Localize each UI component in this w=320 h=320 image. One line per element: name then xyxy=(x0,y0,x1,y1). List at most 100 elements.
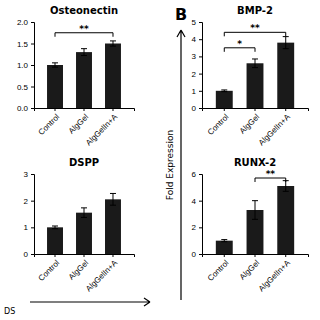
y-tick-label: 2 xyxy=(24,197,29,206)
y-tick: 0 xyxy=(192,250,202,259)
y-axis: 0123 xyxy=(24,170,35,259)
error-bar xyxy=(283,181,289,192)
x-tick-mark xyxy=(255,254,256,257)
error-bar xyxy=(283,37,289,49)
y-tick-label: 3 xyxy=(192,52,197,61)
panel: 012345ControlAlgGelAlgGelIn+ABMP-2*** xyxy=(192,5,309,148)
y-tick-label: 0.5 xyxy=(17,83,29,92)
y-tick-label: 2 xyxy=(192,70,197,79)
y-axis: 0.0 0.5 1.0 1.5 2.0 xyxy=(17,18,35,113)
error-bar xyxy=(110,193,116,205)
x-axis: ControlAlgGelAlgGelIn+A xyxy=(35,108,135,148)
y-tick-mark xyxy=(199,56,202,57)
x-tick-label: Control xyxy=(37,112,62,137)
x-tick-mark xyxy=(255,108,256,111)
y-axis: 0 2 4 6 xyxy=(192,170,203,259)
y-axis-line xyxy=(199,175,203,255)
x-axis: Control AlgGelAlgGelIn+A xyxy=(203,108,309,148)
y-tick-mark xyxy=(199,108,202,109)
x-tick-mark xyxy=(224,108,225,111)
annotation: B xyxy=(175,5,187,24)
y-tick: 2.0 xyxy=(17,18,34,27)
y-tick-mark xyxy=(199,39,202,40)
y-axis: 0 1 2 3 4 5 xyxy=(192,18,203,113)
x-tick: AlgGel xyxy=(238,108,262,136)
x-tick-mark xyxy=(112,108,113,111)
y-axis-line xyxy=(199,23,203,109)
y-tick-mark xyxy=(31,254,34,255)
significance-label: * xyxy=(237,39,242,49)
x-tick: AlgGelIn+A xyxy=(257,108,293,148)
x-tick-mark xyxy=(112,254,113,257)
title: BMP-2 xyxy=(237,5,273,16)
panel: 0.0 0.5 1.0 1.5 2.0 ControlAlgGelAlgGelIn+A Os… xyxy=(17,5,135,148)
title: Osteonectin xyxy=(50,5,118,16)
x-tick-label: AlgGel xyxy=(67,112,91,136)
x-tick: AlgGelIn+A xyxy=(84,254,120,294)
y-tick-mark xyxy=(199,74,202,75)
annotation: Fold Expression xyxy=(165,130,175,200)
y-tick-label: 0 xyxy=(192,250,197,259)
significance-label: ** xyxy=(266,169,276,179)
error-bar xyxy=(252,201,258,220)
y-axis-line xyxy=(31,23,35,109)
bar xyxy=(47,65,63,108)
y-tick-label: 0.0 xyxy=(17,104,29,113)
y-tick-mark xyxy=(31,87,34,88)
y-tick-mark xyxy=(31,227,34,228)
significance-label: ** xyxy=(79,24,89,34)
y-tick: 6 xyxy=(192,170,202,179)
error-bar xyxy=(52,63,58,67)
y-tick: 3 xyxy=(24,170,34,179)
y-tick-label: 5 xyxy=(192,18,197,27)
y-tick-mark xyxy=(31,201,34,202)
y-tick-label: 4 xyxy=(192,35,197,44)
significance-label: ** xyxy=(250,23,260,33)
y-tick-mark xyxy=(199,201,202,202)
x-tick-mark xyxy=(285,108,286,111)
y-tick-label: 0 xyxy=(192,104,197,113)
title: RUNX-2 xyxy=(234,157,276,168)
x-tick: Control xyxy=(37,108,62,137)
y-tick-label: 2 xyxy=(192,223,197,232)
y-tick-label: 1.0 xyxy=(17,61,29,70)
title: DSPP xyxy=(69,157,99,168)
x-tick-mark xyxy=(55,254,56,257)
error-bar xyxy=(52,226,58,229)
y-tick-mark xyxy=(31,174,34,175)
panel: 0123ControlAlgGelAlgGelIn+ADSPP xyxy=(24,157,135,294)
arrows xyxy=(30,30,185,306)
error-bar xyxy=(81,208,87,218)
x-tick: AlgGel xyxy=(67,108,91,136)
x-tick: Control xyxy=(206,108,231,137)
error-bar xyxy=(221,90,227,92)
bar xyxy=(105,199,121,254)
x-tick-label: Control xyxy=(206,112,231,137)
y-tick-label: 4 xyxy=(192,197,197,206)
x-tick-label: AlgGel xyxy=(238,258,262,282)
x-axis-line xyxy=(203,109,309,112)
plot-area xyxy=(47,193,121,254)
x-tick-label: AlgGel xyxy=(238,112,262,136)
y-tick-mark xyxy=(31,22,34,23)
x-axis-line xyxy=(35,255,135,258)
error-bar xyxy=(252,59,258,68)
y-tick: 2 xyxy=(24,197,34,206)
y-tick-mark xyxy=(31,108,34,109)
error-bar xyxy=(81,49,87,56)
y-tick: 0.5 xyxy=(17,83,34,92)
plot-area xyxy=(47,33,121,108)
plot-area xyxy=(216,32,294,108)
y-tick-label: 1 xyxy=(192,87,197,96)
y-tick-mark xyxy=(31,65,34,66)
y-tick: 1.5 xyxy=(17,40,34,49)
x-tick-label: Control xyxy=(206,258,231,283)
y-tick-label: 2.0 xyxy=(17,18,29,27)
y-tick: 0 xyxy=(24,250,34,259)
y-tick: 1 xyxy=(192,87,202,96)
x-tick: Control xyxy=(206,254,231,283)
horizontal-arrow xyxy=(30,298,150,306)
y-tick-label: 1.5 xyxy=(17,40,29,49)
plot-area xyxy=(216,178,294,254)
x-tick: Control xyxy=(37,254,62,283)
